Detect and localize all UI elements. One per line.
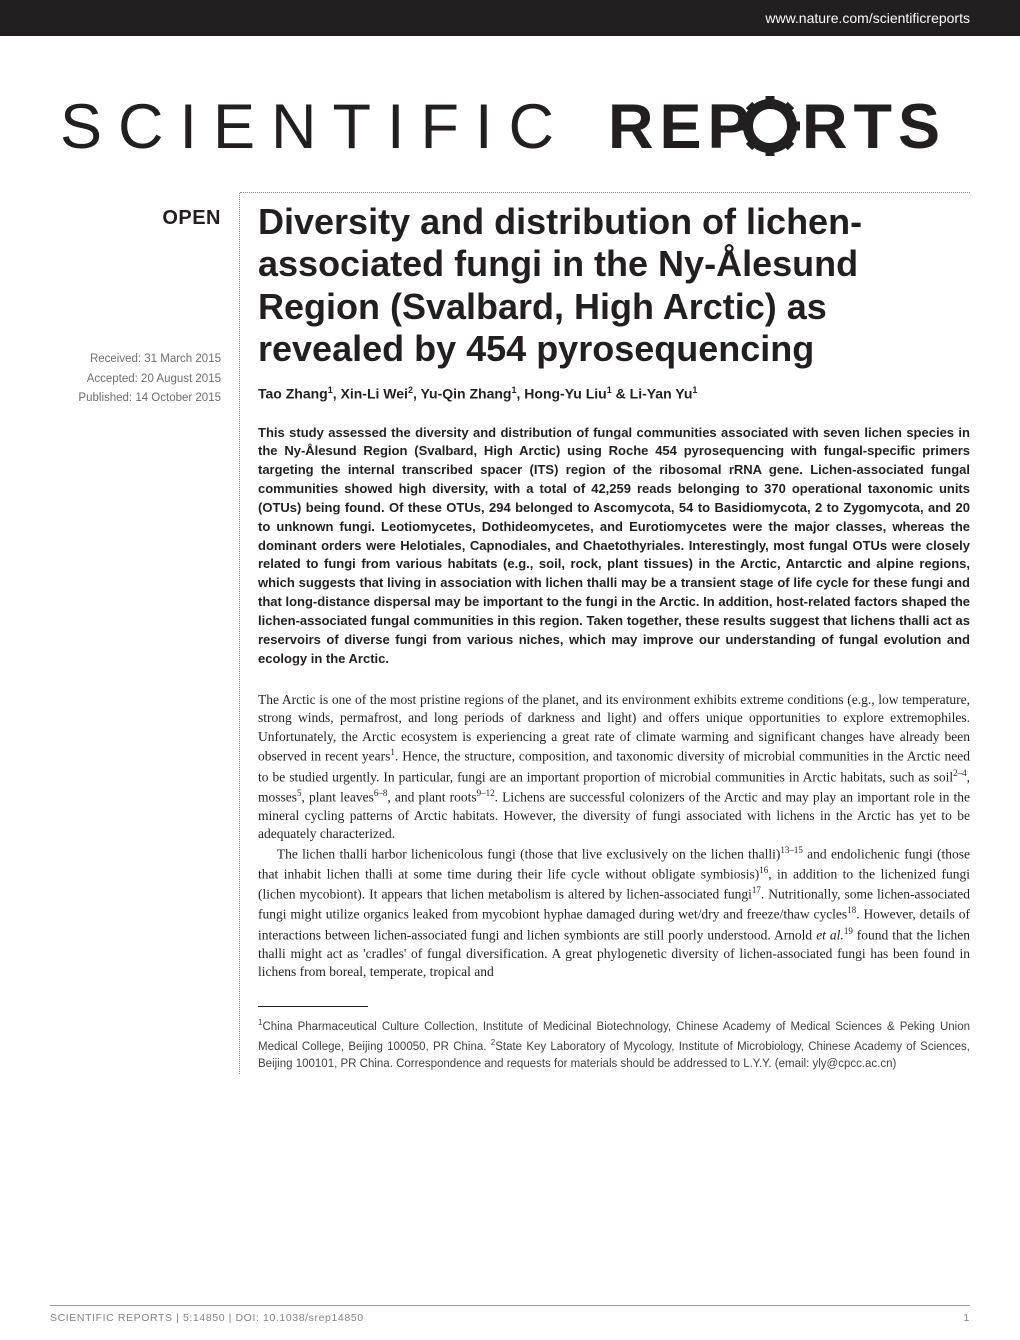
affiliation-rule — [258, 1006, 368, 1007]
article-title: Diversity and distribution of lichen-ass… — [258, 201, 970, 371]
svg-text:REP: REP — [608, 92, 756, 162]
svg-text:SCIENTIFIC: SCIENTIFIC — [60, 92, 570, 162]
footer: SCIENTIFIC REPORTS | 5:14850 | DOI: 10.1… — [50, 1305, 970, 1324]
header-url[interactable]: www.nature.com/scientificreports — [765, 10, 970, 26]
body-paragraph: The lichen thalli harbor lichenicolous f… — [258, 844, 970, 982]
svg-text:RTS: RTS — [802, 92, 946, 162]
page-number: 1 — [964, 1312, 970, 1324]
open-access-badge: OPEN — [50, 207, 221, 230]
date-received: Received: 31 March 2015 — [50, 350, 221, 370]
left-column: OPEN Received: 31 March 2015 Accepted: 2… — [0, 193, 240, 1074]
footer-citation: SCIENTIFIC REPORTS | 5:14850 | DOI: 10.1… — [50, 1312, 364, 1324]
author-list: Tao Zhang1, Xin-Li Wei2, Yu-Qin Zhang1, … — [258, 385, 970, 402]
date-accepted: Accepted: 20 August 2015 — [50, 370, 221, 390]
journal-logo: SCIENTIFIC REP RTS — [60, 86, 960, 172]
publication-dates: Received: 31 March 2015 Accepted: 20 Aug… — [50, 350, 221, 409]
date-published: Published: 14 October 2015 — [50, 389, 221, 409]
header-bar: www.nature.com/scientificreports — [0, 0, 1020, 36]
main-column: Diversity and distribution of lichen-ass… — [240, 193, 970, 1074]
content-area: OPEN Received: 31 March 2015 Accepted: 2… — [0, 193, 1020, 1074]
abstract: This study assessed the diversity and di… — [258, 424, 970, 669]
body-paragraph: The Arctic is one of the most pristine r… — [258, 691, 970, 845]
affiliations: 1China Pharmaceutical Culture Collection… — [258, 1017, 970, 1074]
body-text: The Arctic is one of the most pristine r… — [258, 691, 970, 982]
